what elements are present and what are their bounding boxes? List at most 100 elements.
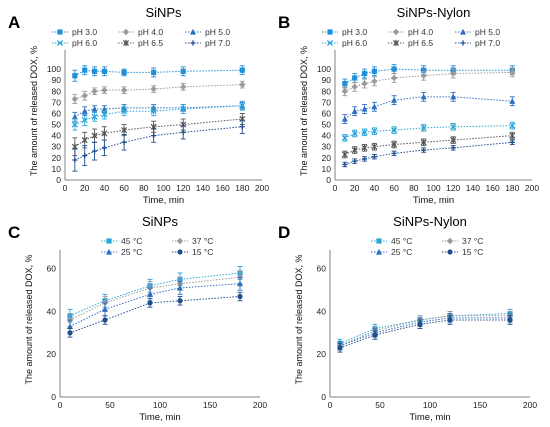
data-point xyxy=(371,154,377,160)
legend-label: 45 °C xyxy=(391,236,412,246)
series-37-c xyxy=(66,270,244,327)
legend-label: pH 5.0 xyxy=(475,27,500,37)
chart-title: SiNPs-Nylon xyxy=(393,214,467,229)
data-point xyxy=(361,144,368,151)
x-axis-label: Time, min xyxy=(413,195,454,206)
series-ph-5-0 xyxy=(71,101,246,122)
data-point xyxy=(391,127,398,134)
x-tick-label: 50 xyxy=(105,400,115,410)
legend-marker xyxy=(460,40,466,46)
data-point xyxy=(121,69,127,76)
data-point xyxy=(81,92,88,99)
x-tick-label: 140 xyxy=(466,183,480,193)
data-point xyxy=(147,291,153,297)
data-point xyxy=(72,73,78,79)
legend-label: 15 °C xyxy=(462,247,483,257)
series-line xyxy=(339,319,510,349)
data-point xyxy=(509,98,516,104)
data-point xyxy=(342,80,348,87)
data-point xyxy=(391,66,397,72)
data-point xyxy=(82,153,88,159)
data-point xyxy=(239,81,246,88)
x-tick-label: 0 xyxy=(328,400,333,410)
y-axis-label: The amount of released DOX, % xyxy=(29,46,39,176)
x-tick-label: 0 xyxy=(63,183,68,193)
data-point xyxy=(509,69,516,76)
legend-label: pH 6.0 xyxy=(72,38,97,48)
data-point xyxy=(351,83,358,91)
chart-title: SiNPs xyxy=(145,5,182,20)
legend-label: pH 7.0 xyxy=(475,38,500,48)
series-line xyxy=(344,71,513,92)
chart-title: SiNPs-Nylon xyxy=(397,5,471,20)
data-point xyxy=(420,124,427,131)
series-ph-6-5 xyxy=(341,131,516,159)
data-point xyxy=(180,129,186,135)
data-point xyxy=(239,67,245,73)
x-tick-label: 150 xyxy=(473,400,487,410)
series-15-c xyxy=(67,291,243,338)
x-tick-label: 20 xyxy=(350,183,360,193)
data-point xyxy=(91,148,98,154)
series-line xyxy=(74,126,243,161)
y-tick-label: 40 xyxy=(322,131,332,141)
data-point xyxy=(509,139,515,145)
data-point xyxy=(91,105,98,112)
y-tick-label: 80 xyxy=(52,86,62,96)
x-tick-label: 60 xyxy=(389,183,399,193)
legend-marker xyxy=(190,28,196,35)
data-point xyxy=(361,105,368,112)
data-point xyxy=(150,108,157,115)
data-point xyxy=(180,68,186,74)
legend-marker xyxy=(176,237,184,245)
data-point xyxy=(177,298,183,304)
y-tick-label: 70 xyxy=(52,97,62,107)
data-point xyxy=(390,74,398,82)
data-point xyxy=(420,139,427,146)
data-point xyxy=(372,332,378,338)
data-point xyxy=(509,122,516,129)
data-point xyxy=(81,136,88,144)
x-tick-label: 120 xyxy=(446,183,460,193)
x-tick-label: 160 xyxy=(486,183,500,193)
data-point xyxy=(351,146,358,154)
data-point xyxy=(71,95,79,103)
x-tick-label: 80 xyxy=(409,183,419,193)
y-axis-label: The amount of released DOX, % xyxy=(294,254,304,384)
legend-label: 37 °C xyxy=(192,236,213,246)
y-tick-label: 10 xyxy=(322,164,332,174)
series-line xyxy=(344,68,513,84)
data-point xyxy=(101,145,107,151)
y-tick-label: 10 xyxy=(52,164,62,174)
legend-marker xyxy=(446,237,454,245)
data-point xyxy=(67,330,73,336)
series-line xyxy=(74,118,243,148)
series-ph-6-0 xyxy=(341,121,516,142)
series-line xyxy=(74,105,243,118)
data-point xyxy=(151,133,157,139)
y-tick-label: 0 xyxy=(326,175,331,185)
data-point xyxy=(450,136,457,144)
x-tick-label: 100 xyxy=(423,400,437,410)
data-point xyxy=(177,284,183,291)
x-tick-label: 180 xyxy=(235,183,249,193)
legend-marker xyxy=(460,28,466,35)
x-axis-label: Time, min xyxy=(409,412,450,423)
panel-letter: B xyxy=(278,13,290,32)
data-point xyxy=(420,72,427,79)
data-point xyxy=(507,317,513,323)
data-point xyxy=(81,108,88,114)
y-tick-label: 60 xyxy=(52,108,62,118)
legend-label: 45 °C xyxy=(121,236,142,246)
data-point xyxy=(239,102,246,109)
data-point xyxy=(71,113,78,120)
data-point xyxy=(150,85,157,93)
data-point xyxy=(420,93,427,100)
legend-marker xyxy=(122,28,130,36)
data-point xyxy=(121,139,127,145)
data-point xyxy=(180,105,187,113)
data-point xyxy=(121,108,128,115)
legend-label: 15 °C xyxy=(192,247,213,257)
data-point xyxy=(121,126,128,134)
series-45-c xyxy=(67,266,243,323)
